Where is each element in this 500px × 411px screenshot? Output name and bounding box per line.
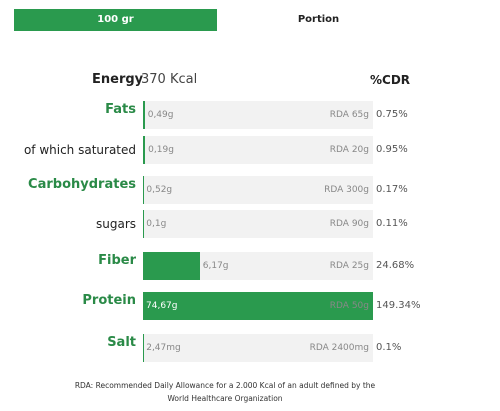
- cdr-value: 0.17%: [376, 184, 408, 195]
- cdr-value: 0.95%: [376, 144, 408, 155]
- cdr-value: 0.11%: [376, 218, 408, 229]
- tab[interactable]: Portion: [297, 14, 340, 25]
- bar: [143, 252, 200, 280]
- amount: 0,49g: [147, 110, 174, 120]
- footnote: World Healthcare Organization: [167, 394, 283, 403]
- energy-label: Energy: [92, 72, 144, 87]
- nutrient-label: Salt: [107, 335, 136, 350]
- amount: 0,52g: [146, 185, 173, 195]
- cdr-value: 0.75%: [376, 109, 408, 120]
- rda: RDA 50g: [329, 301, 369, 311]
- bar-track: 0,49g RDA 65g: [143, 101, 373, 129]
- bar-track: 74,67g RDA 50g: [143, 292, 373, 320]
- bar: [143, 136, 146, 164]
- cdr-value: 24.68%: [376, 260, 415, 271]
- sub-nutrient-label: sugars: [95, 217, 136, 231]
- amount: 2,47mg: [146, 343, 181, 353]
- rda: RDA 90g: [329, 219, 369, 229]
- bar-track: 2,47mg RDA 2400mg: [143, 334, 373, 362]
- amount: 74,67g: [146, 301, 178, 311]
- bar-track: 6,17g RDA 25g: [143, 252, 373, 280]
- amount: 0,19g: [148, 145, 174, 155]
- cdr-value: 149.34%: [376, 300, 421, 311]
- rda: RDA 20g: [329, 145, 369, 155]
- rda: RDA 25g: [329, 261, 369, 271]
- bar-track: 0,1g RDA 90g: [143, 210, 373, 238]
- cdr-header: %CDR: [370, 73, 411, 87]
- amount: 6,17g: [202, 261, 229, 271]
- nutrient-label: Fats: [105, 102, 136, 117]
- nutrient-label: Protein: [82, 293, 136, 308]
- bar-track: 0,19g RDA 20g: [143, 136, 373, 164]
- amount: 0,1g: [146, 219, 167, 229]
- cdr-value: 0.1%: [376, 342, 402, 353]
- bar: [143, 101, 145, 129]
- rda: RDA 65g: [329, 110, 369, 120]
- footnote: RDA: Recommended Daily Allowance for a 2…: [74, 381, 376, 390]
- energy-value: 370 Kcal: [141, 72, 198, 87]
- bar-track: 0,52g RDA 300g: [143, 176, 373, 204]
- rda: RDA 300g: [324, 185, 369, 195]
- nutrient-label: Carbohydrates: [28, 177, 136, 192]
- nutrient-label: Fiber: [98, 253, 136, 268]
- bar: [143, 292, 373, 320]
- rda: RDA 2400mg: [309, 343, 369, 353]
- tab[interactable]: 100 gr: [14, 9, 217, 31]
- sub-nutrient-label: of which saturated: [23, 143, 136, 157]
